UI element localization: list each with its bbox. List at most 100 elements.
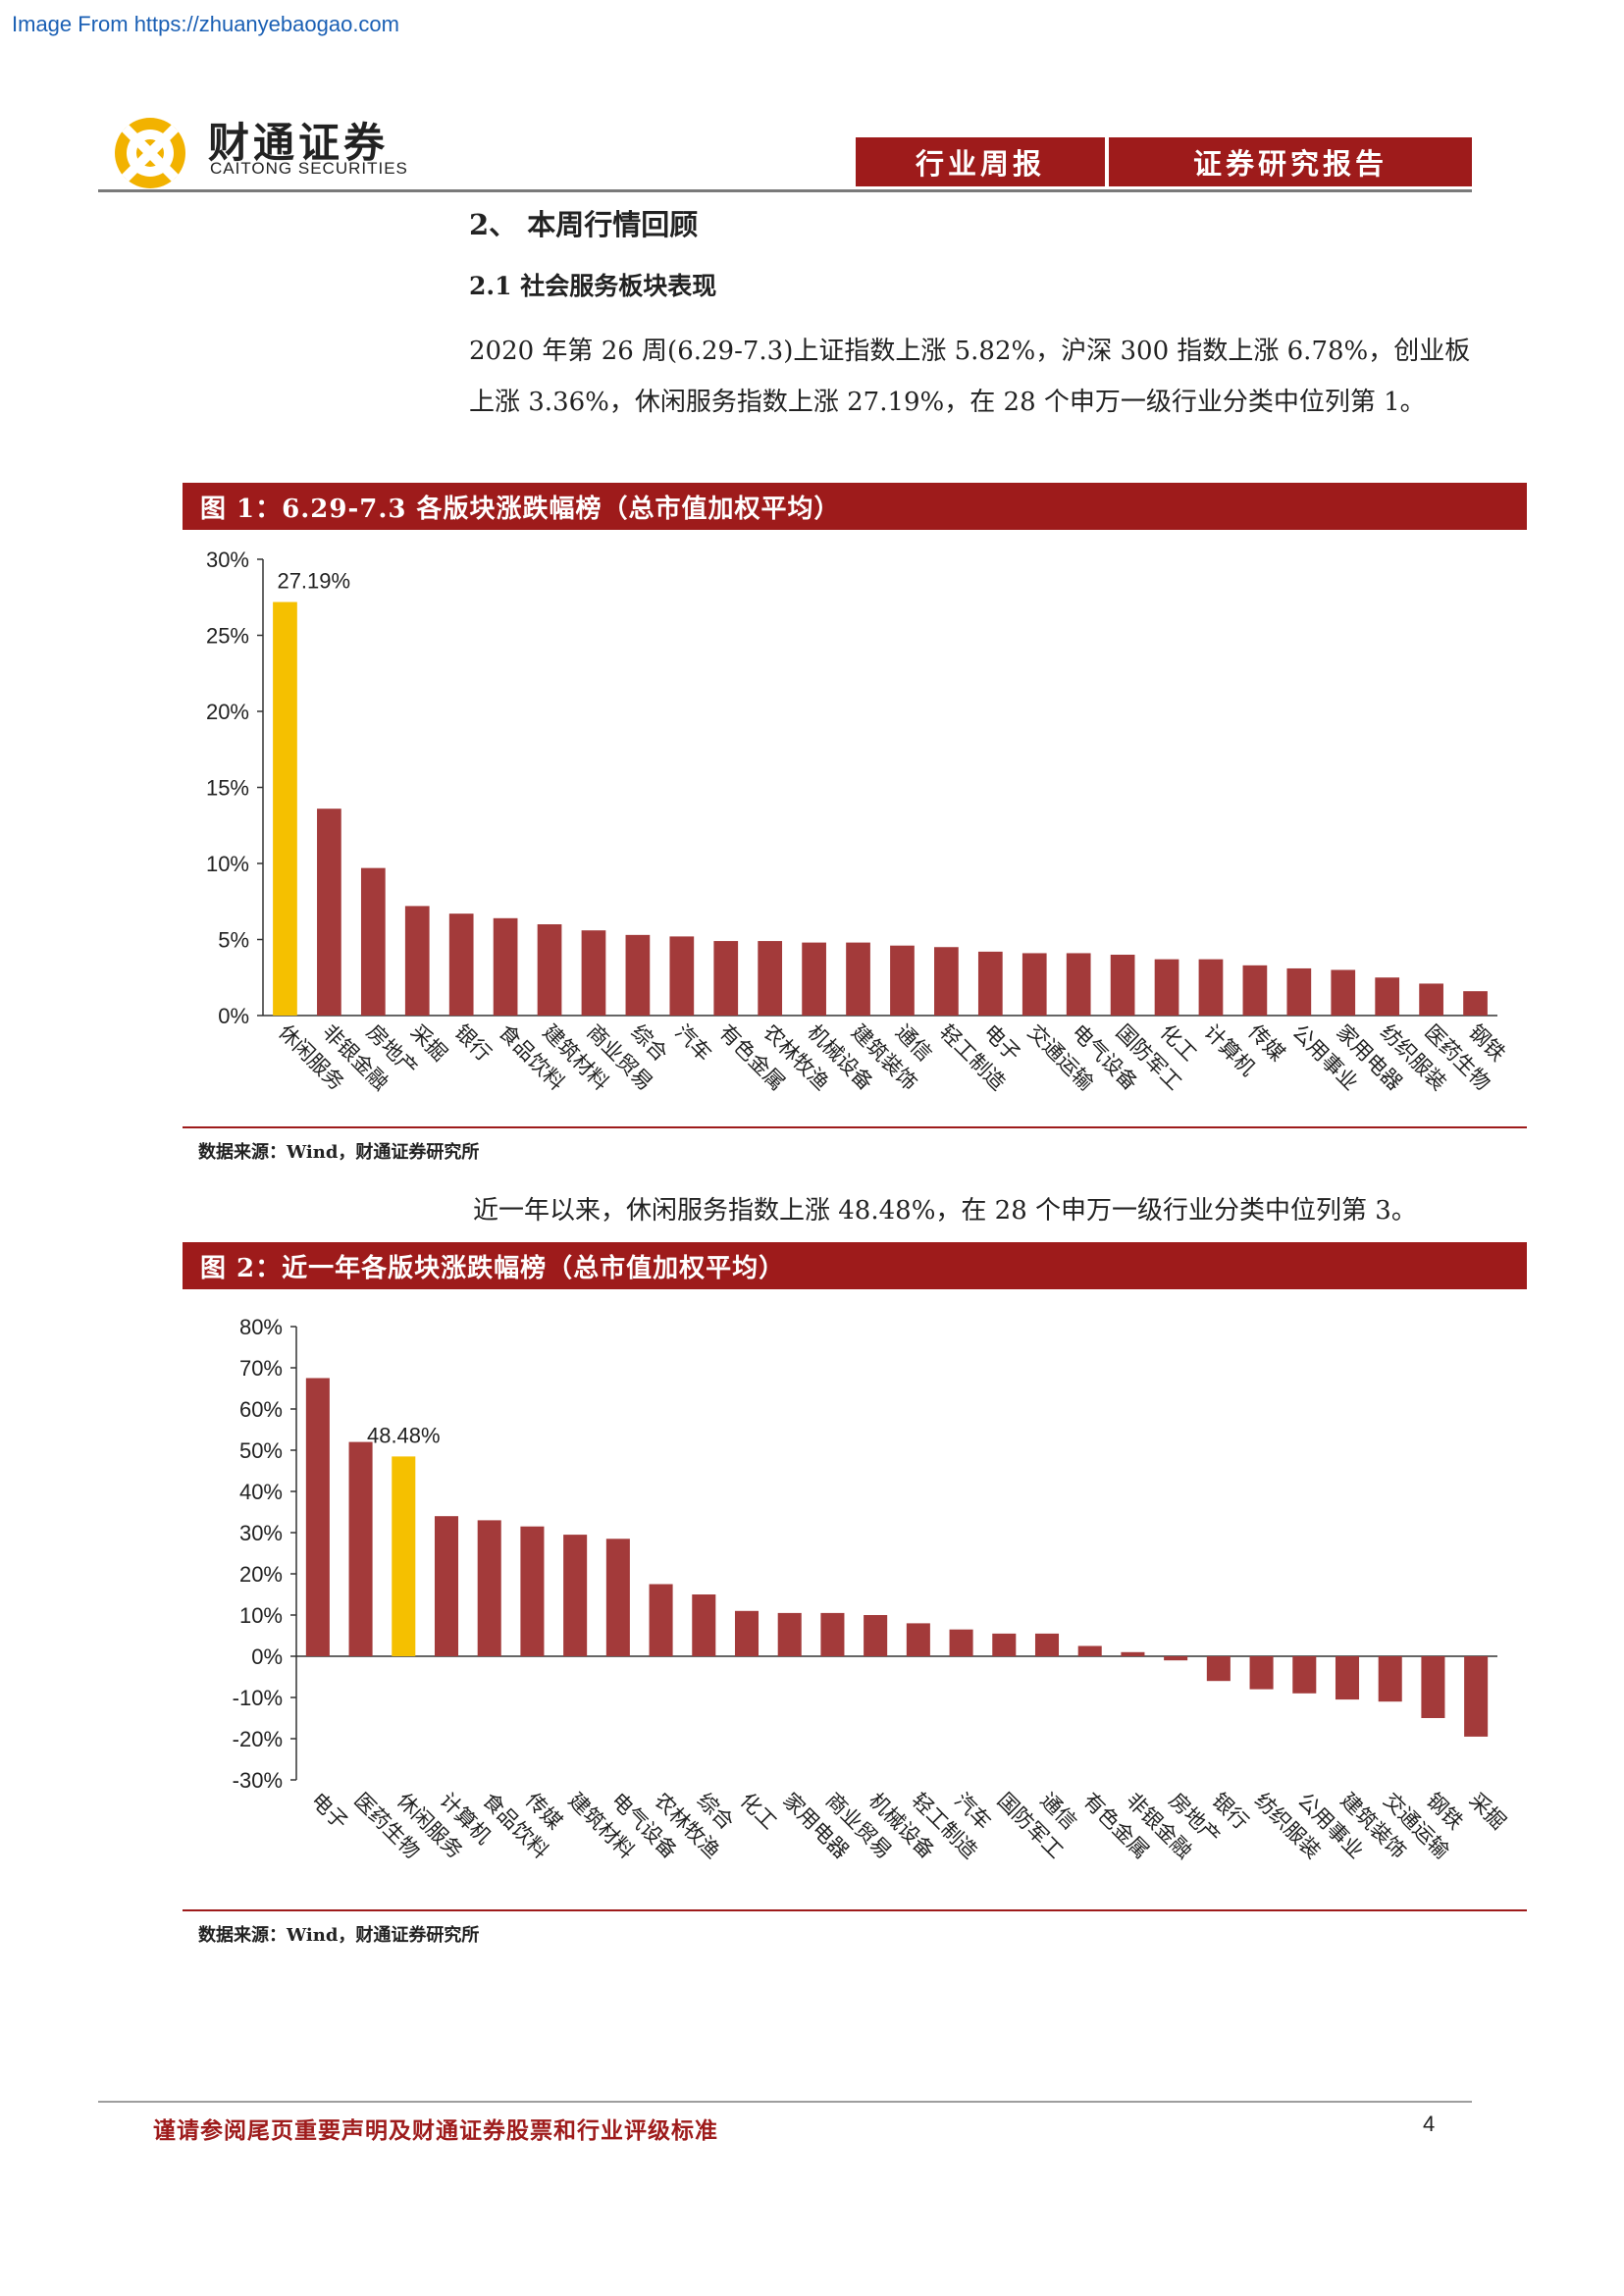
y-tick-label: 10% [206, 852, 249, 876]
bar [1110, 955, 1135, 1016]
footer-disclaimer: 谨请参阅尾页重要声明及财通证券股票和行业评级标准 [153, 2117, 718, 2144]
bar [1378, 1656, 1402, 1702]
y-tick-label: 15% [206, 776, 249, 801]
bar [1066, 953, 1091, 1016]
bar [1463, 991, 1488, 1016]
bar [1121, 1651, 1145, 1656]
footer-divider [98, 2101, 1472, 2103]
company-name-cn: 财通证券 [208, 119, 390, 167]
y-tick-label: -20% [233, 1727, 283, 1751]
header-divider [98, 189, 1472, 192]
bar [520, 1526, 545, 1656]
bar-highlight [273, 601, 297, 1016]
y-tick-label: 40% [239, 1480, 283, 1504]
bar [477, 1520, 501, 1656]
page-number: 4 [1423, 2112, 1436, 2136]
watermark-link[interactable]: Image From https://zhuanyebaogao.com [12, 12, 399, 36]
bar [820, 1612, 845, 1656]
bar [1022, 953, 1047, 1016]
bar [949, 1629, 973, 1656]
bar [434, 1516, 459, 1656]
bar [625, 934, 651, 1016]
paragraph-yearly: 近一年以来，休闲服务指数上涨 48.48%，在 28 个申万一级行业分类中位列第… [473, 1196, 1417, 1226]
figure-2-chart: -30% -20% -10% 0% 10% 20% 30% 40% 50% 60% 70% 80% 电子… [183, 1295, 1527, 1904]
bar [669, 936, 695, 1016]
y-tick-label: 50% [239, 1438, 283, 1463]
bar [802, 942, 826, 1016]
y-tick-label: -10% [233, 1686, 283, 1710]
bar-highlight [392, 1456, 416, 1656]
y-tick-label: 10% [239, 1603, 283, 1628]
bar [1034, 1633, 1060, 1656]
y-tick-label: -30% [233, 1768, 283, 1793]
bar [890, 945, 915, 1016]
bar [692, 1594, 716, 1656]
bar [605, 1539, 630, 1656]
y-tick-label: 30% [206, 548, 249, 572]
bar [1198, 959, 1224, 1016]
bar [1249, 1656, 1274, 1690]
subsection-heading: 2.1 社会服务板块表现 [469, 272, 717, 300]
bar [758, 941, 783, 1016]
bar [404, 906, 430, 1016]
bar [537, 924, 562, 1016]
figure-1-divider [183, 1126, 1527, 1128]
bar [977, 951, 1003, 1016]
category-label: 银行 [450, 1020, 497, 1067]
bar [1077, 1645, 1102, 1656]
category-label: 采掘 [1465, 1789, 1511, 1835]
bar [734, 1610, 760, 1656]
category-label: 汽车 [670, 1020, 716, 1067]
bar [846, 942, 870, 1016]
y-tick-label: 0% [218, 1004, 249, 1028]
bar [563, 1535, 588, 1656]
bar [649, 1584, 673, 1656]
figure-1-chart: 0% 5% 10% 15% 20% 25% 30% 27.19% 休闲服务 非银金融 房地产 采掘 银行… [183, 535, 1527, 1123]
bar [713, 941, 739, 1016]
figure-1-title: 图 1：6.29-7.3 各版块涨跌幅榜（总市值加权平均） [183, 483, 1527, 530]
bar [906, 1623, 930, 1656]
caitong-logo [115, 118, 185, 188]
bar [1375, 977, 1400, 1016]
data-label: 27.19% [277, 569, 350, 594]
section-heading: 2、 本周行情回顾 [469, 208, 699, 241]
bar [1242, 965, 1268, 1016]
bar [1331, 969, 1356, 1016]
figure-1-svg: 0%5%10%15%20%25%30%27.19%休闲服务非银金融房地产采掘银行… [206, 548, 1510, 1095]
y-tick-label: 20% [239, 1562, 283, 1587]
bar [777, 1612, 802, 1656]
figure-2-divider [183, 1909, 1527, 1911]
category-label: 电子 [306, 1789, 352, 1835]
category-label: 化工 [735, 1789, 781, 1835]
bar [1421, 1656, 1445, 1718]
paragraph-weekly: 2020 年第 26 周(6.29-7.3)上证指数上涨 5.82%，沪深 30… [469, 337, 1471, 417]
figure-1-source: 数据来源：Wind，财通证券研究所 [198, 1142, 480, 1163]
bar [581, 930, 606, 1016]
figure-2-svg: -30% -20% -10% 0% 10% 20% 30% 40% 50% 60% 70% 80% 电子… [233, 1315, 1511, 1863]
bar [864, 1615, 888, 1656]
data-label: 48.48% [367, 1423, 441, 1447]
y-tick-label: 0% [251, 1644, 283, 1669]
bar [348, 1441, 373, 1656]
bar [1464, 1656, 1489, 1737]
report-type-tab: 行业周报 [856, 137, 1105, 186]
y-tick-label: 60% [239, 1397, 283, 1422]
bar [317, 809, 341, 1016]
bar [305, 1378, 330, 1656]
company-name-en: CAITONG SECURITIES [210, 159, 408, 178]
bar [448, 913, 474, 1016]
bar [1335, 1656, 1360, 1700]
bar [1286, 967, 1312, 1016]
bar [1164, 1656, 1188, 1661]
bar [1154, 959, 1179, 1016]
bar [493, 917, 518, 1016]
bar [360, 867, 386, 1016]
y-tick-label: 80% [239, 1315, 283, 1339]
figure-2-source: 数据来源：Wind，财通证券研究所 [198, 1925, 480, 1946]
figure-2-title: 图 2：近一年各版块涨跌幅榜（总市值加权平均） [183, 1242, 1527, 1289]
bar [1419, 983, 1443, 1016]
report-category-tab: 证券研究报告 [1109, 137, 1472, 186]
y-tick-label: 30% [239, 1521, 283, 1545]
y-tick-label: 5% [218, 928, 249, 953]
bar [1206, 1656, 1231, 1682]
